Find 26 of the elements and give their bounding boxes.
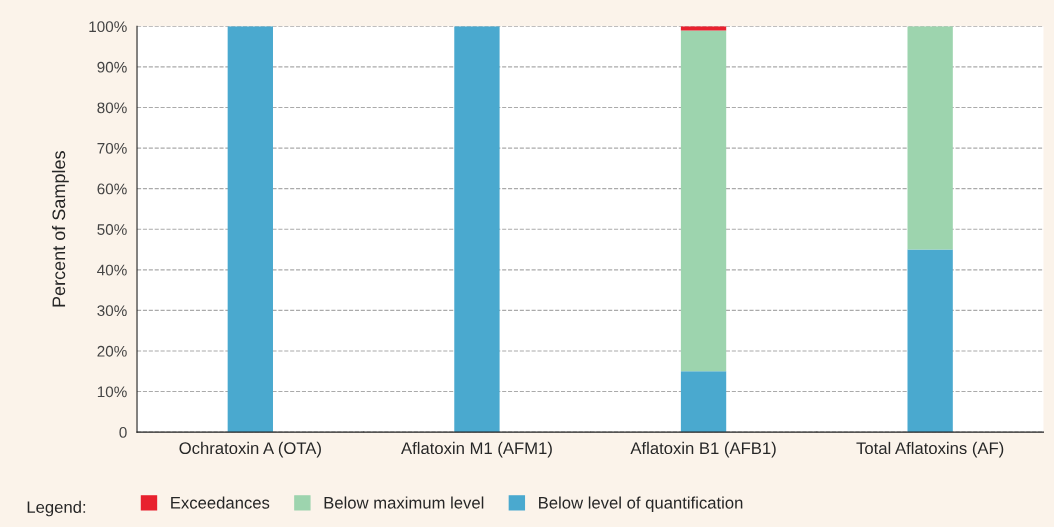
y-tick-label: 10%: [97, 386, 127, 398]
y-tick-label: 70%: [97, 142, 127, 154]
y-tick-label: 40%: [97, 264, 127, 276]
bar: [680, 30, 727, 372]
x-tick-label: Total Aflatoxins (AF): [856, 441, 1004, 458]
bar: [907, 26, 953, 250]
x-tick-label: Ochratoxin A (OTA): [179, 441, 321, 458]
legend-title: Legend:: [27, 500, 86, 517]
bar: [680, 371, 727, 433]
legend-label: Below maximum level: [324, 496, 484, 509]
y-tick-label: 80%: [97, 102, 127, 114]
legend-label: Below level of quantification: [539, 496, 743, 512]
y-tick-label: 20%: [97, 345, 127, 357]
y-tick-label: 90%: [97, 61, 127, 73]
bar: [907, 249, 953, 433]
y-tick-label: 30%: [97, 305, 127, 317]
y-tick-label: 60%: [97, 183, 127, 195]
y-axis-title: Percent of Samples: [51, 151, 69, 307]
x-tick-label: Aflatoxin B1 (AFB1): [630, 441, 776, 458]
y-tick-label: 50%: [97, 224, 127, 235]
legend-label: Exceedances: [171, 496, 270, 509]
y-tick-label: 100%: [89, 21, 127, 33]
x-tick-label: Aflatoxin M1 (AFM1): [401, 441, 552, 458]
y-tick-label: 0: [119, 427, 127, 438]
bar: [227, 26, 273, 433]
bar: [454, 26, 500, 433]
